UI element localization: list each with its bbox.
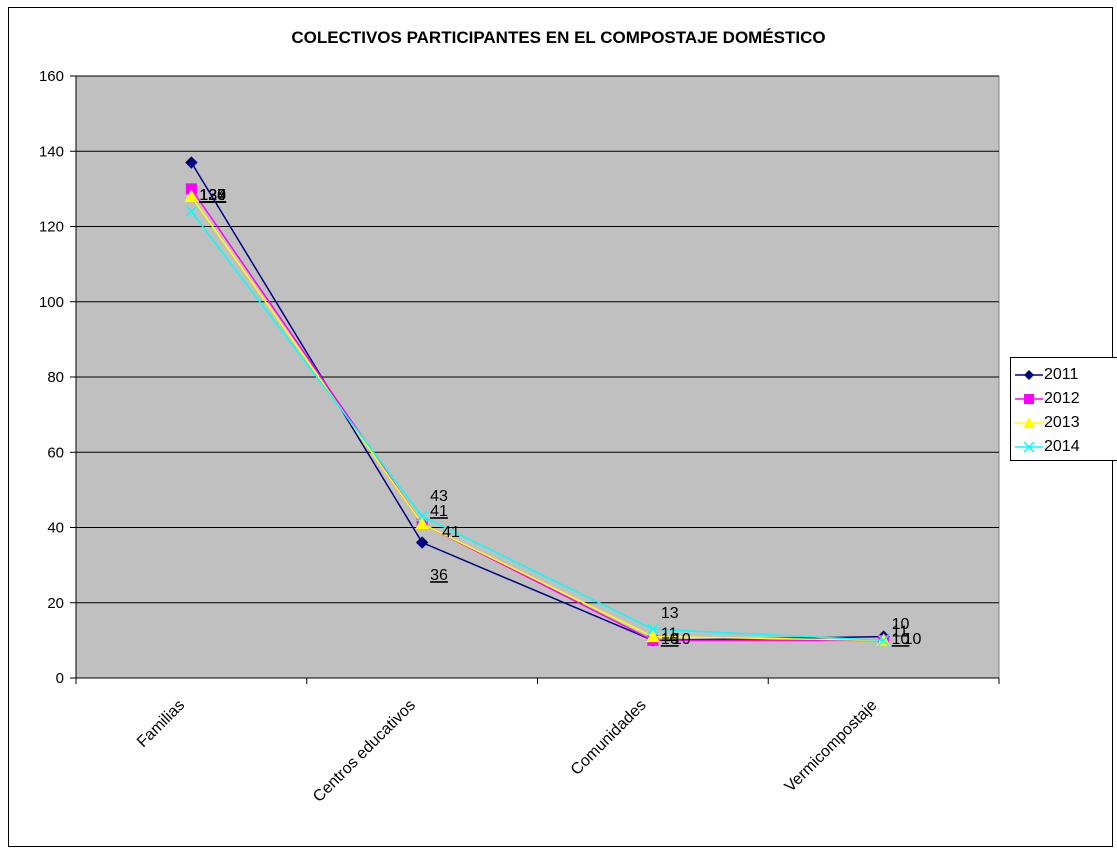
data-label: 124: [199, 187, 226, 204]
data-label: 128: [199, 187, 226, 204]
y-tick-label: 80: [47, 369, 64, 386]
legend-marker: [1023, 441, 1035, 453]
legend-item-2014: 2014: [1011, 436, 1117, 458]
legend-swatch: [1015, 441, 1043, 453]
y-tick-label: 100: [39, 294, 64, 311]
x-category-label: Comunidades: [568, 697, 650, 779]
legend-marker: [1024, 370, 1034, 380]
x-category-label: Vermicompostaje: [782, 697, 881, 796]
data-label: 130: [199, 187, 226, 204]
data-point-2013: [646, 629, 660, 643]
x-category-label: Centros educativos: [310, 697, 419, 806]
data-label: 10: [904, 631, 922, 648]
legend-marker: [1023, 417, 1035, 428]
legend-label: 2013: [1044, 414, 1080, 431]
data-point-2014: [647, 623, 659, 635]
data-point-2011: [185, 156, 198, 169]
data-label: 137: [199, 187, 226, 204]
y-tick-label: 40: [47, 520, 64, 537]
legend-item-2013: 2013: [1011, 412, 1117, 434]
y-tick-label: 0: [56, 670, 64, 687]
data-label: 41: [430, 503, 448, 520]
y-tick-label: 160: [39, 68, 64, 85]
data-label: 10: [673, 631, 691, 648]
legend-label: 2014: [1044, 438, 1080, 455]
data-point-2011: [415, 536, 429, 549]
series-line-2014: [190, 210, 884, 642]
data-label: 11: [661, 625, 678, 642]
legend: 2011 2012 2013 2014: [1010, 357, 1117, 461]
x-category-label: Familias: [134, 697, 188, 751]
legend-swatch: [1015, 370, 1043, 380]
legend-item-2011: 2011: [1011, 364, 1117, 386]
data-label: 11: [892, 624, 909, 641]
legend-label: 2012: [1044, 390, 1080, 407]
data-label: 10: [892, 631, 910, 648]
data-point-2014-stroke: [647, 623, 659, 635]
y-tick-label: 140: [39, 143, 64, 160]
y-tick-label: 20: [47, 595, 64, 612]
chart-title: COLECTIVOS PARTICIPANTES EN EL COMPOSTAJ…: [291, 28, 826, 47]
series-line-2013: [190, 195, 884, 642]
data-point-2013: [415, 516, 429, 530]
y-tick-label: 60: [47, 444, 64, 461]
data-label: 10: [661, 631, 679, 648]
legend-item-2012: 2012: [1011, 388, 1117, 410]
data-label: 10: [892, 616, 910, 633]
data-point-2014: [878, 634, 890, 646]
series-line-2012: [190, 188, 884, 642]
data-point-2014: [185, 205, 197, 217]
data-label: 41: [442, 524, 460, 541]
legend-swatch: [1015, 394, 1043, 404]
data-point-2014-stroke: [878, 634, 890, 646]
data-point-2014-stroke: [185, 205, 197, 217]
data-label: 13: [661, 605, 679, 622]
legend-label: 2011: [1044, 366, 1079, 383]
data-point-2014: [416, 510, 428, 522]
legend-marker: [1024, 394, 1034, 404]
y-tick-label: 120: [39, 219, 64, 236]
legend-swatch: [1015, 417, 1043, 428]
data-point-2014-stroke: [416, 510, 428, 522]
data-label: 36: [430, 567, 448, 584]
data-point-2013: [184, 189, 199, 202]
data-label: 43: [430, 488, 448, 505]
